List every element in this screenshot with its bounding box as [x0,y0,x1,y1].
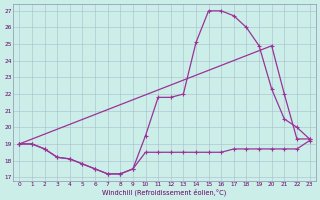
X-axis label: Windchill (Refroidissement éolien,°C): Windchill (Refroidissement éolien,°C) [102,188,227,196]
